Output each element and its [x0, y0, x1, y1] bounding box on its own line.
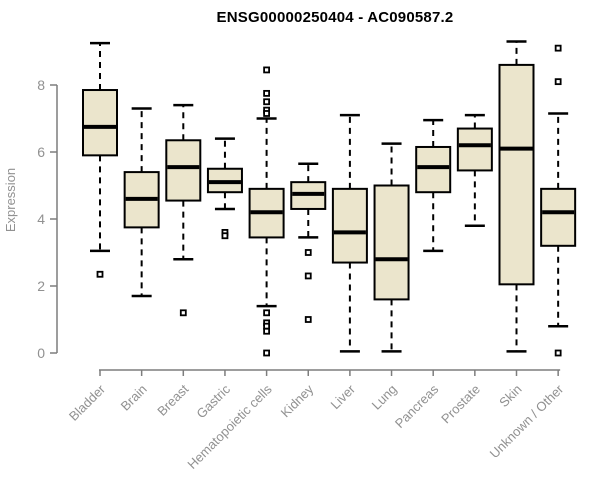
x-tick-label: Skin [496, 382, 524, 410]
boxplot-group-brain [123, 107, 160, 298]
x-tick-label: Bladder [66, 381, 109, 424]
iqr-box [373, 184, 410, 301]
iqr-box [165, 139, 202, 202]
boxplot-group-bladder [82, 41, 118, 278]
x-tick-label: Gastric [193, 381, 233, 421]
iqr-box [82, 89, 118, 157]
outlier-marker [96, 270, 104, 278]
boxplot-group-unknown-other [540, 44, 577, 357]
y-tick-label: 0 [37, 345, 45, 361]
outlier-marker [263, 327, 271, 335]
boxplot-group-skin [498, 40, 535, 353]
x-tick-label: Lung [369, 382, 400, 413]
outlier-marker [304, 316, 312, 323]
y-tick-label: 6 [37, 144, 45, 160]
boxplot-group-hematopoietic-cells [248, 66, 285, 357]
x-tick-label: Breast [154, 381, 191, 418]
outlier-marker [263, 110, 271, 117]
outlier-marker [263, 89, 271, 97]
outlier-marker [263, 98, 271, 106]
iqr-box [498, 63, 535, 286]
iqr-box [540, 187, 577, 247]
outlier-marker [554, 44, 562, 52]
outlier-marker [304, 249, 312, 256]
iqr-box [331, 187, 368, 264]
outlier-marker [221, 232, 229, 240]
x-tick-label: Kidney [278, 381, 317, 420]
outlier-marker [263, 66, 271, 74]
x-tick-label: Liver [327, 381, 358, 412]
x-tick-label: Brain [118, 382, 150, 414]
outlier-marker [263, 349, 271, 357]
outlier-marker [554, 78, 562, 86]
boxplot-group-lung [373, 142, 410, 353]
y-axis-title: Expression [3, 168, 18, 232]
boxplot-group-liver [331, 113, 368, 353]
x-tick-label: Unknown / Other [487, 381, 567, 461]
iqr-box [456, 127, 493, 172]
boxplot-group-prostate [456, 113, 493, 227]
outlier-marker [554, 349, 562, 357]
outlier-marker [263, 309, 271, 317]
iqr-box [415, 145, 452, 194]
boxplot-group-pancreas [415, 118, 452, 253]
y-tick-label: 4 [37, 211, 45, 227]
chart-title: ENSG00000250404 - AC090587.2 [216, 9, 454, 26]
y-tick-label: 8 [37, 77, 45, 93]
boxplot-group-breast [165, 103, 202, 317]
boxplot-group-gastric [206, 137, 243, 240]
x-tick-label: Prostate [438, 382, 483, 427]
outlier-marker [179, 309, 187, 317]
boxplot-group-kidney [290, 162, 327, 323]
outlier-marker [304, 272, 312, 280]
x-tick-label: Pancreas [392, 381, 442, 431]
y-tick-label: 2 [37, 278, 45, 294]
